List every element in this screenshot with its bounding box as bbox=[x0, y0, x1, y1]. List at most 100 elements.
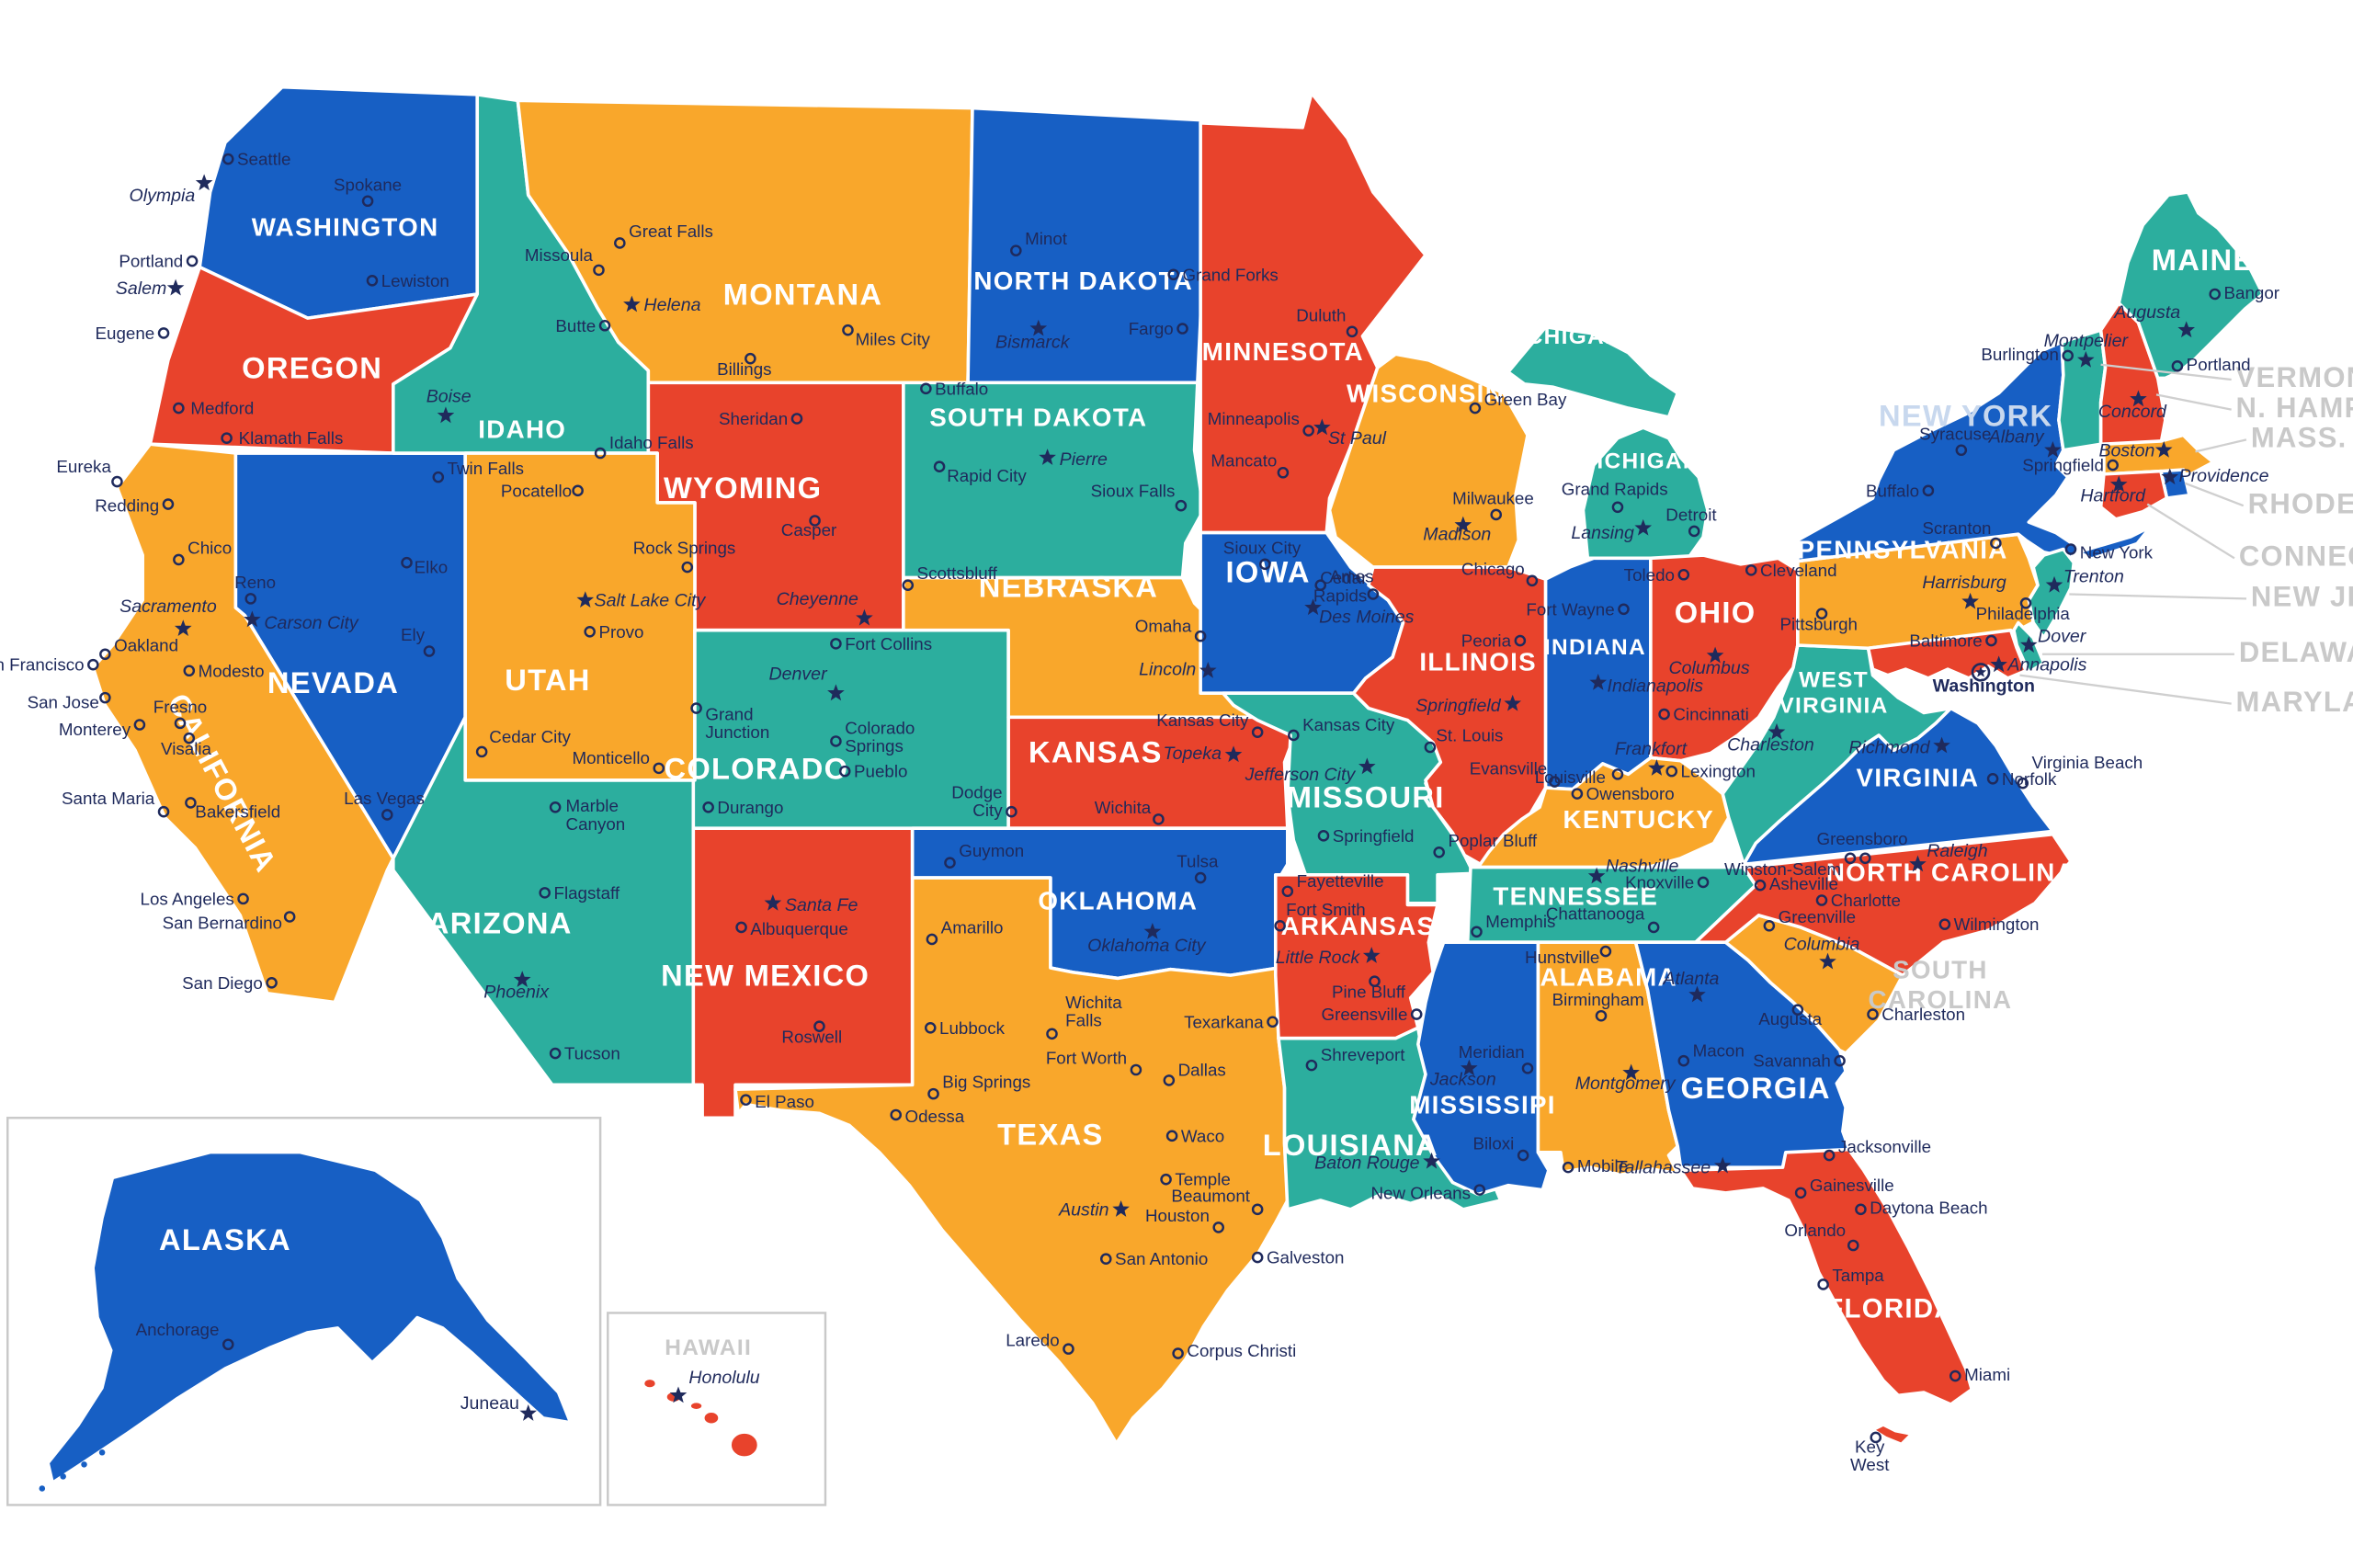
city-label-biloxi: Biloxi bbox=[1472, 1134, 1514, 1153]
city-dot-icon bbox=[1791, 1004, 1804, 1016]
city-label-cheyenne: Cheyenne bbox=[777, 589, 858, 609]
city-dot-icon bbox=[2019, 597, 2032, 609]
city-charleston: Charleston bbox=[1867, 1005, 1965, 1024]
city-salem: Salem bbox=[116, 278, 185, 299]
city-bismarck: Bismarck bbox=[995, 319, 1071, 353]
city-label-corpus-christi: Corpus Christi bbox=[1187, 1341, 1296, 1360]
city-charlotte: Charlotte bbox=[1815, 891, 1901, 910]
city-label-fargo: Fargo bbox=[1129, 319, 1174, 338]
capital-district-icon bbox=[1971, 663, 1991, 682]
city-label-bakersfield: Bakersfield bbox=[195, 802, 280, 822]
city-beaumont: Beaumont bbox=[1171, 1187, 1264, 1216]
city-mobile: Mobile bbox=[1562, 1156, 1628, 1176]
city-fort-collins: Fort Collins bbox=[830, 634, 932, 653]
city-label-honolulu: Honolulu bbox=[688, 1368, 759, 1388]
city-boise: Boise bbox=[426, 387, 472, 424]
city-label-toledo: Toledo bbox=[1624, 565, 1675, 585]
city-eugene: Eugene bbox=[96, 324, 170, 343]
city-louisville: Louisville bbox=[1535, 767, 1624, 787]
city-lexington: Lexington bbox=[1665, 762, 1756, 781]
city-label-oakland: Oakland bbox=[114, 636, 178, 655]
city-label-greensville: Greensville bbox=[1322, 1005, 1408, 1024]
city-dot-icon bbox=[924, 1022, 937, 1034]
city-dot-icon bbox=[920, 382, 932, 395]
city-dot-icon bbox=[186, 255, 199, 267]
city-label-baton-rouge: Baton Rouge bbox=[1314, 1153, 1419, 1174]
city-dot-icon bbox=[1063, 1343, 1074, 1355]
city-label-washington: Washington bbox=[1933, 676, 2035, 697]
city-label-miami: Miami bbox=[1964, 1365, 2010, 1384]
capital-star-icon bbox=[1304, 598, 1322, 616]
city-label-providence: Providence bbox=[2179, 466, 2269, 486]
city-label-guymon: Guymon bbox=[959, 841, 1024, 860]
city-dot-icon bbox=[1697, 876, 1710, 889]
city-dot-icon bbox=[1367, 588, 1380, 600]
city-dot-icon bbox=[174, 717, 187, 730]
city-dot-icon bbox=[1163, 1074, 1176, 1086]
state-label-washington: WASHINGTON bbox=[252, 212, 439, 241]
city-label-buffalo: Buffalo bbox=[1866, 481, 1919, 500]
state-label-georgia: GEORGIA bbox=[1681, 1071, 1831, 1105]
city-label-phoenix: Phoenix bbox=[483, 983, 550, 1003]
city-label-greensboro: Greensboro bbox=[1817, 829, 1908, 848]
capital-star-icon bbox=[1819, 952, 1836, 970]
state-label-kentucky: KENTUCKY bbox=[1563, 805, 1715, 834]
city-dot-icon bbox=[432, 471, 445, 483]
city-label-new-york: New York bbox=[2080, 542, 2154, 562]
city-label-beaumont: Beaumont bbox=[1171, 1187, 1250, 1206]
city-label-savannah: Savannah bbox=[1753, 1051, 1831, 1071]
capital-star-icon bbox=[1713, 1156, 1732, 1174]
city-label-idaho-falls: Idaho Falls bbox=[609, 433, 694, 452]
city-dot-icon bbox=[549, 801, 562, 813]
city-shreveport: Shreveport bbox=[1305, 1045, 1405, 1072]
city-dot-icon bbox=[944, 857, 956, 869]
capital-star-icon bbox=[1112, 1200, 1130, 1217]
city-wichita-falls: Wichita Falls bbox=[1046, 993, 1122, 1040]
city-lewiston: Lewiston bbox=[366, 271, 449, 290]
city-dot-icon bbox=[221, 432, 233, 444]
city-dot-icon bbox=[237, 892, 249, 905]
outside-state-label-connect: CONNECT. bbox=[2239, 540, 2353, 572]
city-label-albany: Albany bbox=[1988, 427, 2045, 448]
city-label-omaha: Omaha bbox=[1135, 616, 1192, 635]
city-dot-icon bbox=[690, 702, 702, 714]
city-fargo: Fargo bbox=[1129, 319, 1188, 338]
state-label-nebraska: NEBRASKA bbox=[979, 570, 1158, 604]
city-dot-icon bbox=[1949, 1369, 1961, 1382]
city-dot-icon bbox=[1165, 1130, 1178, 1142]
city-minneapolis: Minneapolis bbox=[1208, 409, 1314, 437]
city-dot-icon bbox=[1130, 1063, 1142, 1076]
capital-star-icon bbox=[195, 174, 213, 191]
city-dot-icon bbox=[1677, 1054, 1690, 1067]
state-label-north-dakota: NORTH DAKOTA bbox=[973, 267, 1193, 295]
city-daytona-beach: Daytona Beach bbox=[1855, 1199, 1988, 1218]
city-evansville: Evansville bbox=[1470, 758, 1561, 788]
city-medford: Medford bbox=[173, 399, 254, 418]
city-trenton: Trenton bbox=[2045, 566, 2124, 593]
city-label-evansville: Evansville bbox=[1470, 758, 1547, 778]
city-label-san-francisco: San Francisco bbox=[0, 655, 85, 675]
city-label-grand-rapids: Grand Rapids bbox=[1562, 480, 1668, 499]
city-dot-icon bbox=[890, 1108, 903, 1121]
city-label-harrisburg: Harrisburg bbox=[1922, 573, 2006, 593]
city-dot-icon bbox=[1955, 444, 1968, 457]
state-label-maine: MAINE bbox=[2152, 243, 2255, 277]
capital-star-icon bbox=[1029, 319, 1048, 336]
city-label-santa-maria: Santa Maria bbox=[62, 789, 155, 808]
city-label-frankfort: Frankfort bbox=[1615, 739, 1688, 759]
city-pierre: Pierre bbox=[1039, 449, 1108, 470]
city-label-monticello: Monticello bbox=[572, 748, 649, 767]
city-label-jefferson-city: Jefferson City bbox=[1245, 765, 1357, 785]
city-dot-icon bbox=[790, 413, 803, 425]
city-label-modesto: Modesto bbox=[199, 661, 265, 680]
city-pocatello: Pocatello bbox=[501, 481, 584, 500]
city-label-winston-salem: Winston-Salem bbox=[1724, 859, 1841, 879]
city-dot-icon bbox=[1099, 1253, 1112, 1265]
city-harrisburg: Harrisburg bbox=[1922, 573, 2006, 609]
outside-state-label-n-hamp: N. HAMP. bbox=[2236, 392, 2353, 424]
city-dot-icon bbox=[1763, 919, 1776, 932]
city-label-san-bernardino: San Bernardino bbox=[163, 914, 282, 933]
state-label-arizona: ARIZONA bbox=[427, 905, 573, 939]
city-label-san-antonio: San Antonio bbox=[1115, 1249, 1208, 1268]
city-juneau: Juneau bbox=[460, 1393, 538, 1421]
